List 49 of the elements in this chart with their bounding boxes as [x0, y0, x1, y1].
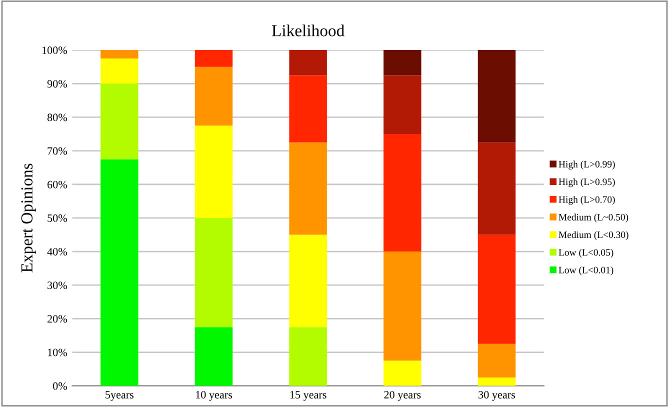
bar: [384, 75, 422, 134]
y-tick-label: 50%: [48, 214, 68, 222]
y-tick-label: 80%: [47, 114, 68, 122]
bar: [384, 134, 422, 252]
bar: [289, 327, 327, 386]
bar: [100, 58, 138, 84]
bar: [194, 218, 233, 328]
legend-label: High (L>0.99): [558, 160, 615, 170]
y-tick-label: 40%: [47, 248, 68, 256]
y-tick-label: 60%: [48, 180, 68, 188]
bar: [384, 50, 422, 76]
x-tick-label: 5years: [106, 391, 134, 401]
legend-label: Low (L<0.05): [558, 248, 614, 258]
bar: [194, 50, 233, 67]
y-tick-label: 20%: [48, 315, 68, 323]
y-tick-label: 100%: [42, 46, 68, 54]
bar: [289, 75, 327, 142]
bar: [100, 159, 138, 386]
y-tick-label: 0%: [53, 382, 68, 390]
y-tick-label: 90%: [47, 80, 68, 88]
x-tick-label: 20 years: [384, 390, 421, 401]
bar: [289, 234, 327, 328]
y-tick-label: 70%: [48, 147, 68, 155]
bar: [194, 126, 233, 218]
legend-label: Medium (L~0.50): [558, 214, 628, 222]
bar: [384, 252, 422, 361]
bar: [194, 66, 233, 126]
bar: [478, 50, 516, 142]
legend-label: High (L>0.70): [558, 196, 615, 205]
y-tick-label: 10%: [48, 348, 68, 356]
bar: [478, 344, 516, 378]
y-tick-label: 30%: [48, 282, 68, 290]
x-tick-label: 30 years: [478, 390, 515, 401]
bar: [478, 377, 516, 386]
bar: [478, 142, 516, 235]
bar: [194, 327, 233, 386]
bar: [289, 50, 327, 76]
bar: [289, 142, 327, 235]
bar: [100, 84, 138, 160]
x-tick-label: 15 years: [290, 391, 326, 401]
y-axis-title: Expert Opinions: [21, 164, 36, 272]
x-tick-label: 10 years: [196, 390, 232, 401]
bar: [384, 360, 422, 386]
legend-label: High (L>0.95): [558, 178, 615, 188]
chart-title: Likelihood: [272, 24, 344, 36]
bar: [100, 50, 138, 58]
bar: [478, 234, 516, 344]
legend-label: Medium (L<0.30): [558, 231, 628, 240]
legend-label: Low (L<0.01): [558, 266, 614, 276]
